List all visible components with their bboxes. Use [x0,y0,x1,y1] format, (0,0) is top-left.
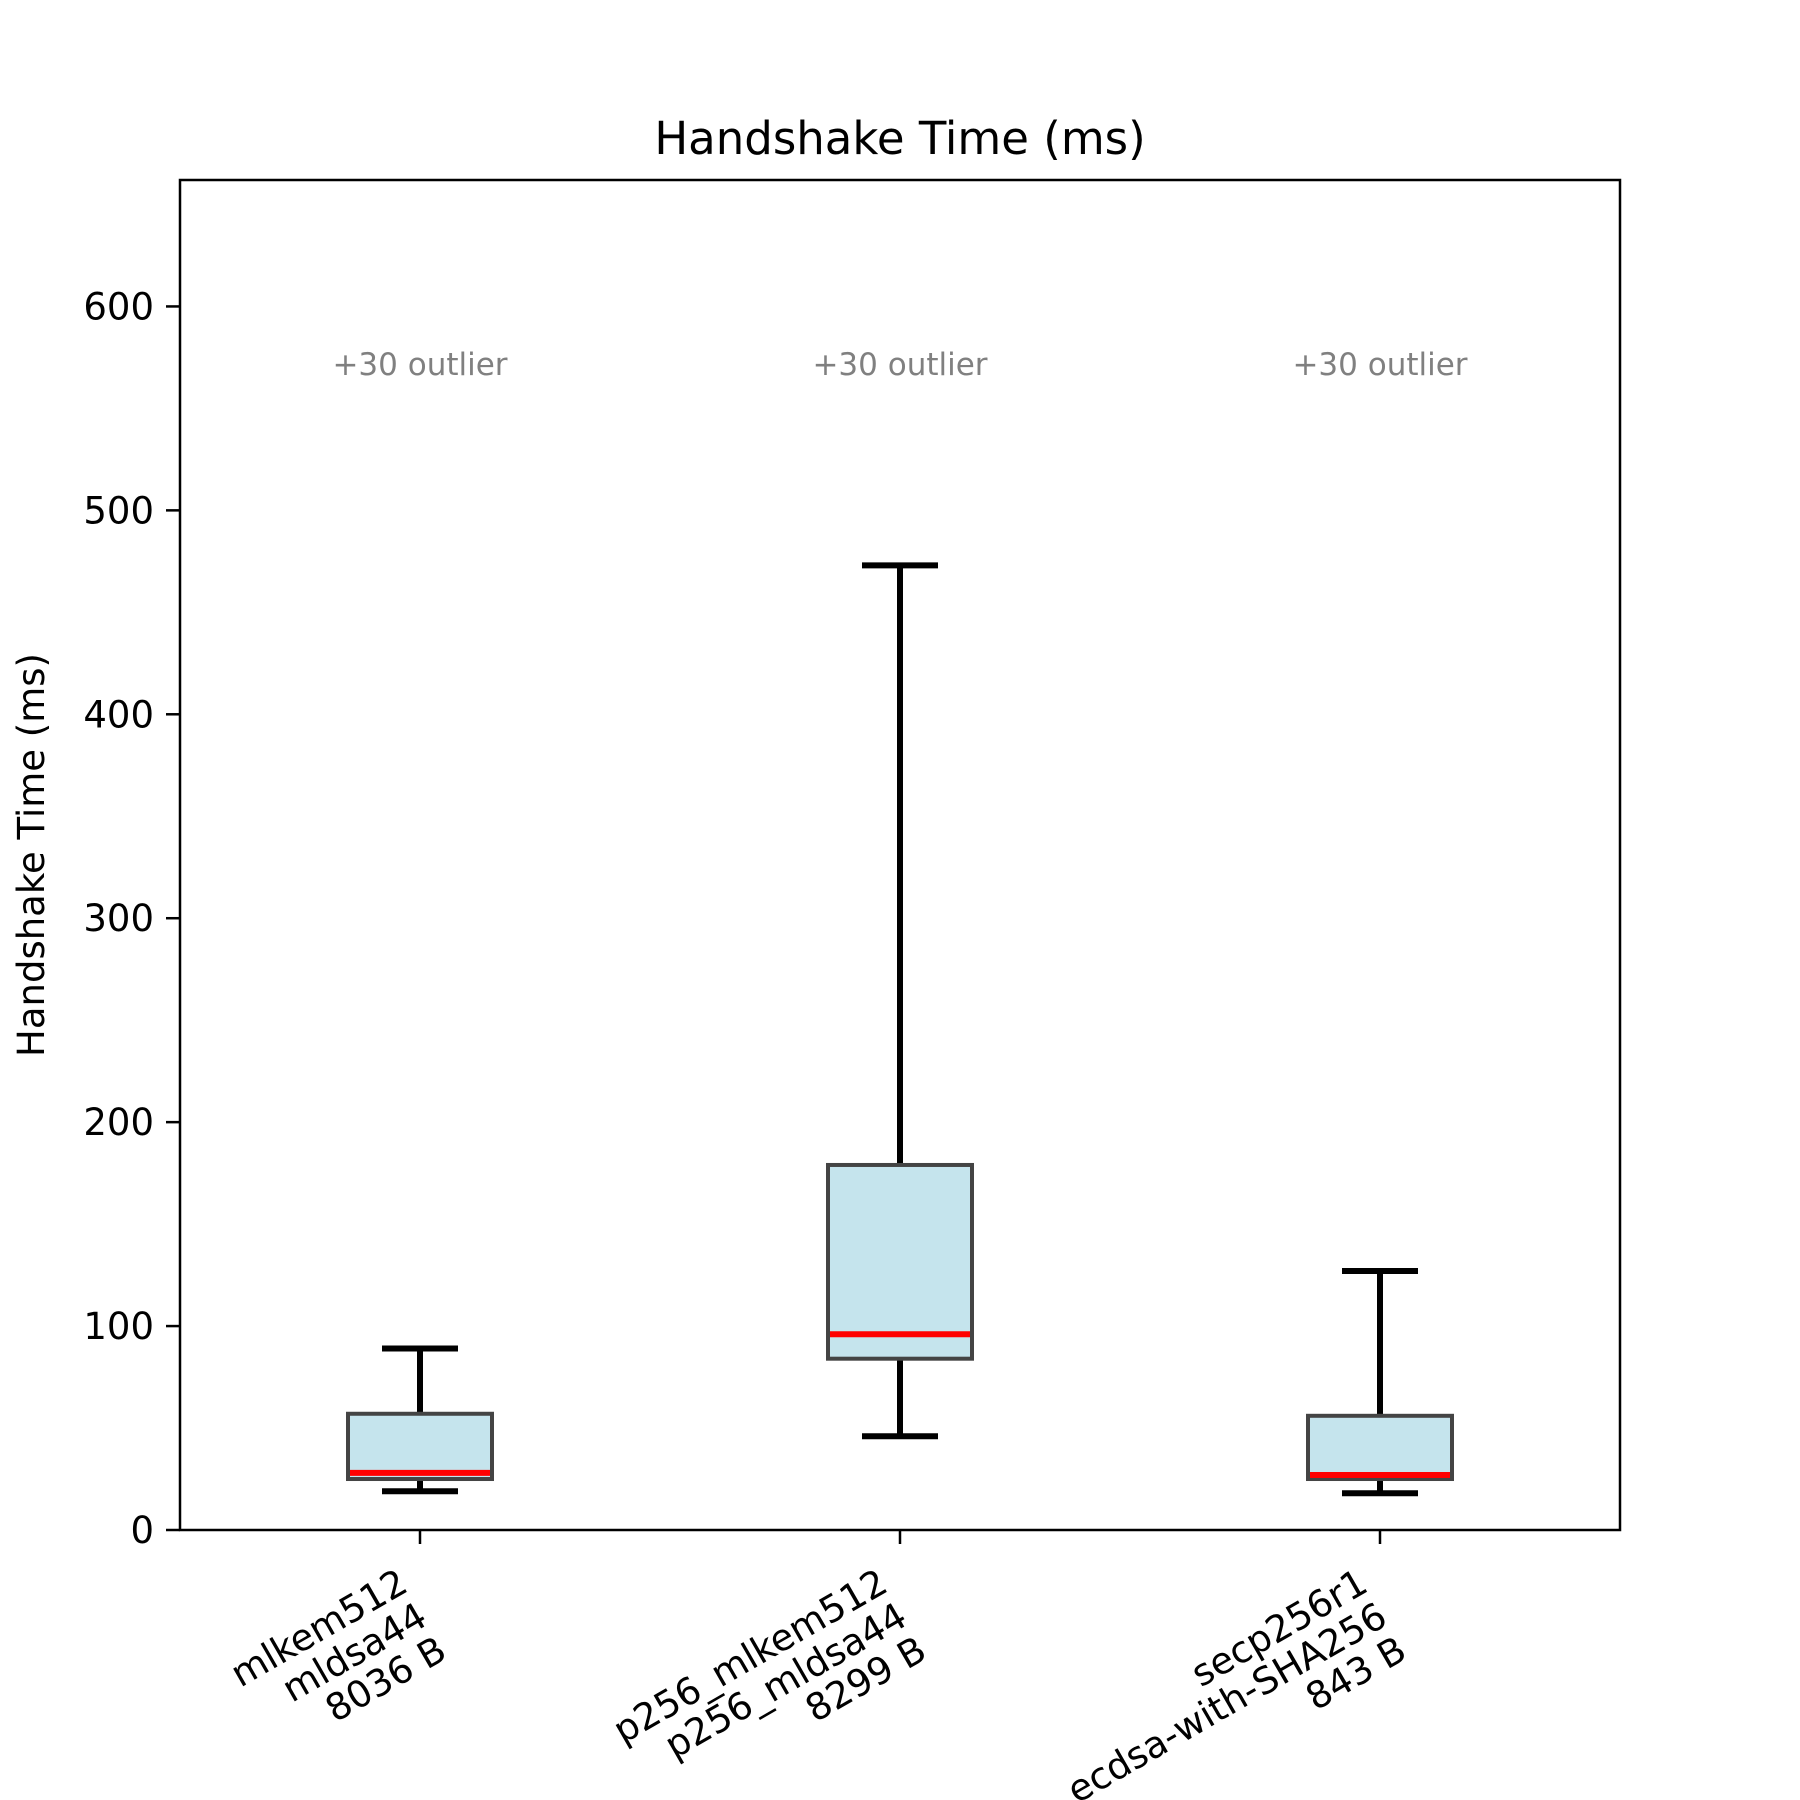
y-tick-label: 100 [83,1305,154,1348]
y-tick-label: 300 [83,897,154,940]
y-tick-label: 600 [83,285,154,328]
y-tick-label: 500 [83,489,154,532]
x-tick-label: secp256r1ecdsa-with-SHA256843 B [1040,1561,1413,1800]
y-tick-label: 200 [83,1101,154,1144]
y-axis-label: Handshake Time (ms) [10,653,53,1057]
y-tick-label: 400 [83,693,154,736]
outlier-annotation: +30 outlier [812,347,987,383]
x-tick-label: p256_mlkem512p256_mldsa448299 B [606,1561,933,1800]
iqr-box [1306,1413,1454,1482]
plot-frame [178,178,1622,1532]
y-tick-label: 0 [130,1509,154,1552]
chart-title: Handshake Time (ms) [654,112,1145,165]
outlier-annotation: +30 outlier [1292,347,1467,383]
iqr-box [346,1411,494,1482]
plot-area: 0 100 200 300 400 500 600 +30 outlier mlkem512ml… [83,285,1467,1800]
outlier-annotation: +30 outlier [332,347,507,383]
iqr-box [826,1162,974,1361]
x-tick-label: mlkem512mldsa448036 B [223,1561,453,1763]
